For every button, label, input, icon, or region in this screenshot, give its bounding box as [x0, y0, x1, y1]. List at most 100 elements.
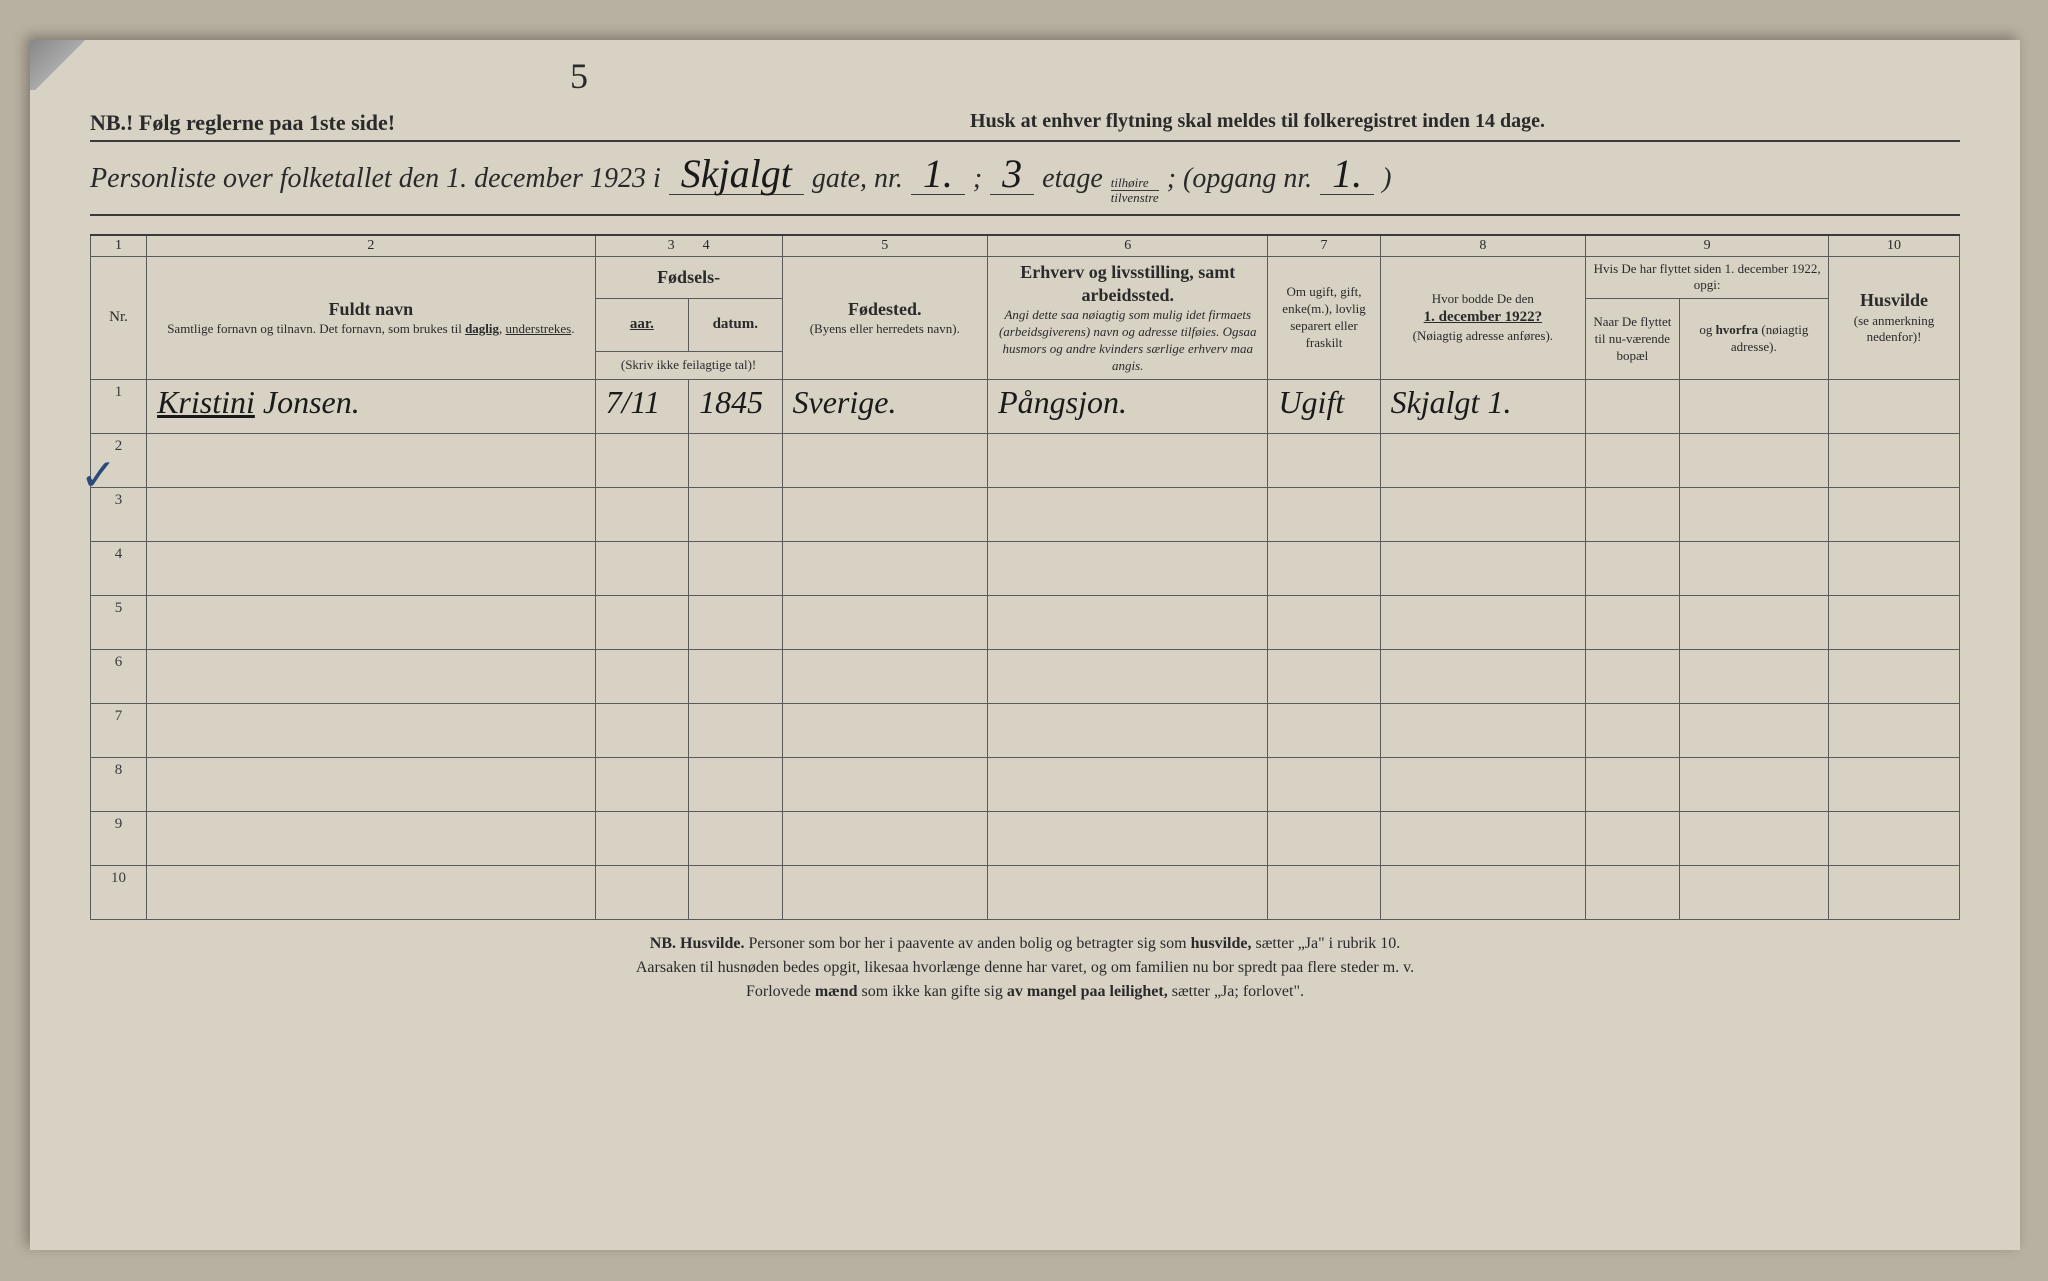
- colnum-6: 6: [988, 235, 1268, 257]
- bodde-sub: (Nøiagtig adresse anføres).: [1387, 328, 1580, 345]
- table-row: 1 Kristini Jonsen. 7/11 1845 Sverige. På…: [91, 379, 1960, 433]
- footer-l3e: sætter „Ja; forlovet".: [1172, 983, 1304, 1000]
- opgang-number: 1.: [1320, 154, 1374, 195]
- table-row: 7: [91, 703, 1960, 757]
- cell-fodested: Sverige.: [782, 379, 988, 433]
- row-nr: 5: [91, 595, 147, 649]
- footer-note: NB. Husvilde. Personer som bor her i paa…: [90, 932, 1960, 1004]
- header-row: NB.! Følg reglerne paa 1ste side! Husk a…: [90, 110, 1960, 142]
- footer-l1c: husvilde,: [1191, 935, 1252, 952]
- cell-naar: [1586, 379, 1679, 433]
- col-bodde: Hvor bodde De den 1. december 1922? (Nøi…: [1380, 256, 1586, 379]
- page-fold: [30, 40, 90, 90]
- side-top: tilhøire: [1111, 176, 1159, 191]
- col-husvilde: Husvilde (se anmerkning nedenfor)!: [1829, 256, 1960, 379]
- cell-husvilde: [1829, 379, 1960, 433]
- erhverv-label: Erhverv og livsstilling, samt arbeidsste…: [994, 261, 1261, 308]
- aar-label: aar.: [630, 316, 654, 332]
- footer-nb: NB. Husvilde.: [650, 935, 745, 952]
- sivilstand-label: Om ugift, gift, enke(m.), lovlig separer…: [1274, 284, 1373, 352]
- col-naar: Naar De flyttet til nu-værende bopæl: [1586, 299, 1679, 380]
- row-nr: 7: [91, 703, 147, 757]
- fodsels-sub-label: (Skriv ikke feilagtige tal)!: [602, 357, 776, 374]
- gate-label: gate, nr.: [812, 163, 903, 195]
- footer-line-1: NB. Husvilde. Personer som bor her i paa…: [170, 932, 1880, 956]
- row-nr: 6: [91, 649, 147, 703]
- hvorfra-label: og hvorfra (nøiagtig adresse).: [1686, 322, 1823, 356]
- col-fodsels-sub: (Skriv ikke feilagtige tal)!: [595, 351, 782, 379]
- title-prefix: Personliste over folketallet den 1. dece…: [90, 163, 661, 195]
- table-row: 6: [91, 649, 1960, 703]
- cell-hvorfra: [1679, 379, 1829, 433]
- checkmark-icon: ✓: [80, 450, 117, 501]
- row-nr: 9: [91, 811, 147, 865]
- header-nb: NB.! Følg reglerne paa 1ste side!: [90, 110, 395, 136]
- cell-datum: 1845: [689, 379, 782, 433]
- colnum-3-4: 3 4: [595, 235, 782, 257]
- title-close: ): [1382, 163, 1391, 195]
- col-flyttet-header: Hvis De har flyttet siden 1. december 19…: [1586, 256, 1829, 299]
- footer-l3d: av mangel paa leilighet,: [1007, 983, 1168, 1000]
- col-erhverv: Erhverv og livsstilling, samt arbeidsste…: [988, 256, 1268, 379]
- row-nr: 1: [91, 379, 147, 433]
- colnum-10: 10: [1829, 235, 1960, 257]
- footer-l1b: Personer som bor her i paavente av anden…: [748, 935, 1186, 952]
- colnum-7: 7: [1268, 235, 1380, 257]
- cell-navn: Kristini Jonsen.: [147, 379, 596, 433]
- header-row-1: Nr. Fuldt navn Samtlige fornavn og tilna…: [91, 256, 1960, 299]
- col-navn: Fuldt navn Samtlige fornavn og tilnavn. …: [147, 256, 596, 379]
- table-body: 1 Kristini Jonsen. 7/11 1845 Sverige. På…: [91, 379, 1960, 919]
- side-fraction: tilhøire tilvenstre: [1111, 176, 1159, 206]
- colnum-8: 8: [1380, 235, 1586, 257]
- bodde-date: 1. december 1922?: [1387, 308, 1580, 328]
- footer-line-2: Aarsaken til husnøden bedes opgit, likes…: [170, 956, 1880, 980]
- table-header: 1 2 3 4 5 6 7 8 9 10 Nr. Fuldt navn Samt…: [91, 235, 1960, 380]
- datum-label: datum.: [713, 316, 758, 332]
- bodde-label: Hvor bodde De den: [1387, 291, 1580, 308]
- table-row: 10: [91, 865, 1960, 919]
- row-nr: 8: [91, 757, 147, 811]
- col-aar: aar.: [595, 299, 688, 351]
- title-row: Personliste over folketallet den 1. dece…: [90, 154, 1960, 216]
- fodested-sub: (Byens eller herredets navn).: [789, 321, 982, 338]
- separator: ;: [973, 163, 982, 195]
- table-row: 4: [91, 541, 1960, 595]
- col-hvorfra: og hvorfra (nøiagtig adresse).: [1679, 299, 1829, 380]
- colnum-9: 9: [1586, 235, 1829, 257]
- header-reminder: Husk at enhver flytning skal meldes til …: [555, 110, 1960, 136]
- footer-l3c: som ikke kan gifte sig: [862, 983, 1003, 1000]
- col-datum: datum.: [689, 299, 782, 351]
- etage-label: etage: [1042, 163, 1103, 195]
- colnum-5: 5: [782, 235, 988, 257]
- husvilde-sub: (se anmerkning nedenfor)!: [1835, 313, 1953, 347]
- colnum-2: 2: [147, 235, 596, 257]
- fodsels-label: Fødsels-: [657, 267, 720, 287]
- col-sivilstand: Om ugift, gift, enke(m.), lovlig separer…: [1268, 256, 1380, 379]
- col-fodested: Fødested. (Byens eller herredets navn).: [782, 256, 988, 379]
- column-number-row: 1 2 3 4 5 6 7 8 9 10: [91, 235, 1960, 257]
- cell-aar: 7/11: [595, 379, 688, 433]
- footer-l1d: sætter „Ja" i rubrik 10.: [1255, 935, 1400, 952]
- table-row: 2: [91, 433, 1960, 487]
- husvilde-label: Husvilde: [1835, 289, 1953, 312]
- row-nr: 10: [91, 865, 147, 919]
- table-row: 3: [91, 487, 1960, 541]
- cell-bodde: Skjalgt 1.: [1380, 379, 1586, 433]
- cell-erhverv: Pångsjon.: [988, 379, 1268, 433]
- naar-label: Naar De flyttet til nu-værende bopæl: [1592, 314, 1672, 365]
- navn-sub: Samtlige fornavn og tilnavn. Det fornavn…: [153, 321, 589, 338]
- etage-number: 3: [990, 154, 1034, 195]
- fodested-label: Fødested.: [789, 298, 982, 321]
- footer-line-3: Forlovede mænd som ikke kan gifte sig av…: [170, 980, 1880, 1004]
- census-table: 1 2 3 4 5 6 7 8 9 10 Nr. Fuldt navn Samt…: [90, 234, 1960, 920]
- census-form-page: 5 NB.! Følg reglerne paa 1ste side! Husk…: [30, 40, 2020, 1250]
- footer-l3a: Forlovede: [746, 983, 811, 1000]
- flyttet-label: Hvis De har flyttet siden 1. december 19…: [1592, 261, 1822, 295]
- gate-number: 1.: [911, 154, 965, 195]
- opgang-label: ; (opgang nr.: [1167, 163, 1312, 195]
- erhverv-sub: Angi dette saa nøiagtig som mulig idet f…: [994, 307, 1261, 375]
- footer-l3b: mænd: [815, 983, 858, 1000]
- navn-label: Fuldt navn: [153, 298, 589, 321]
- side-bottom: tilvenstre: [1111, 191, 1159, 205]
- col-nr: Nr.: [91, 256, 147, 379]
